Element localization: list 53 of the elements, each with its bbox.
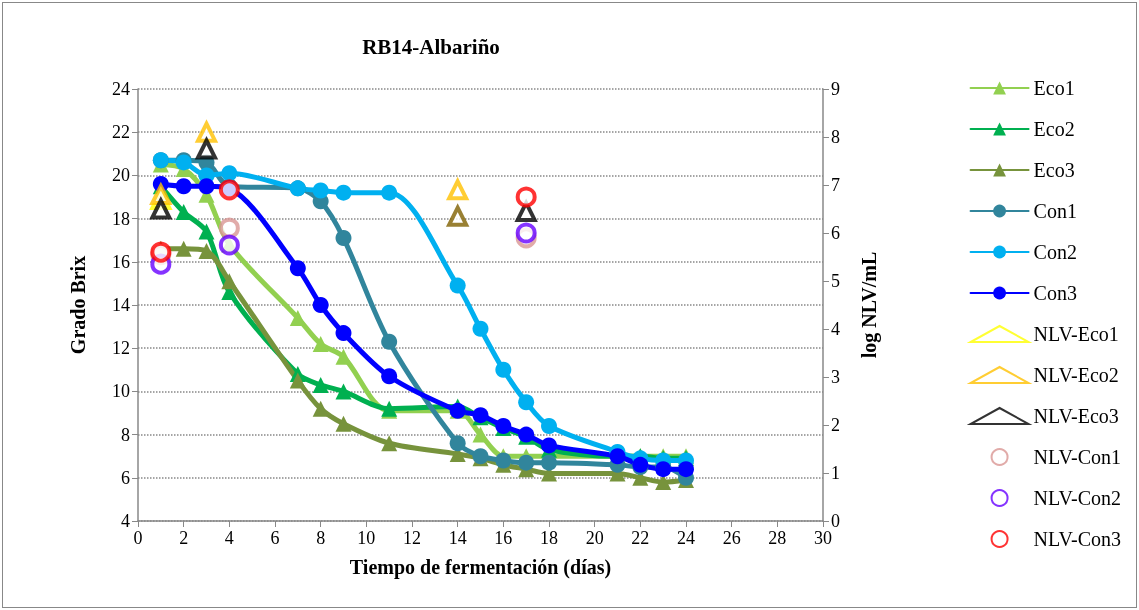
y-tick-label: 20	[112, 165, 130, 186]
x-tick-label: 16	[494, 528, 513, 548]
y-tick-label: 8	[121, 424, 130, 445]
y-tick-label: 16	[112, 251, 130, 272]
y2-tick-label: 7	[831, 175, 840, 195]
legend-label: NLV-Con1	[1033, 446, 1122, 468]
x-tick-label: 6	[270, 528, 280, 548]
y-tick-label: 22	[112, 122, 130, 143]
legend-label: NLV-Eco3	[1033, 405, 1119, 427]
y2-tick-label: 2	[831, 415, 840, 435]
legend-label: Con1	[1033, 200, 1077, 222]
legend-label: NLV-Con3	[1033, 528, 1122, 550]
y2-axis-title: log NLV/mL	[858, 251, 881, 359]
y2-tick-label: 0	[831, 511, 840, 531]
legend-label: Eco2	[1033, 118, 1075, 140]
y-tick-label: 24	[112, 79, 130, 99]
x-tick-label: 22	[631, 528, 650, 548]
legend-label: Eco3	[1033, 159, 1075, 181]
x-tick-label: 12	[403, 528, 421, 548]
x-tick-label: 10	[357, 528, 376, 548]
legend-label: NLV-Eco1	[1033, 323, 1119, 345]
legend-label: Con3	[1033, 282, 1077, 304]
y2-tick-label: 6	[831, 223, 840, 243]
y-tick-label: 10	[112, 381, 130, 402]
y2-tick-label: 4	[831, 319, 840, 339]
x-tick-label: 20	[585, 528, 604, 548]
y-tick-label: 12	[112, 338, 130, 359]
x-axis-title: Tiempo de fermentación (días)	[349, 556, 612, 579]
x-tick-label: 4	[224, 528, 234, 548]
legend-label: Con2	[1033, 241, 1077, 263]
y2-tick-label: 1	[831, 463, 840, 483]
x-tick-label: 0	[133, 528, 143, 548]
x-tick-label: 28	[768, 528, 787, 548]
y2-tick-label: 5	[831, 271, 840, 291]
x-tick-label: 26	[722, 528, 741, 548]
legend-label: NLV-Con2	[1033, 487, 1122, 509]
legend-label: Eco1	[1033, 77, 1075, 99]
x-tick-label: 14	[448, 528, 467, 548]
x-tick-label: 18	[540, 528, 558, 548]
y-axis-title: Grado Brix	[67, 255, 89, 355]
y-tick-label: 14	[112, 295, 130, 315]
x-tick-label: 24	[677, 528, 695, 548]
y2-tick-label: 8	[831, 127, 840, 147]
y-tick-label: 18	[112, 208, 130, 229]
legend-label: NLV-Eco2	[1033, 364, 1119, 386]
y2-tick-label: 3	[831, 367, 840, 387]
x-tick-label: 8	[316, 528, 326, 548]
x-tick-label: 30	[814, 528, 832, 548]
y2-tick-label: 9	[831, 79, 840, 99]
y-tick-label: 4	[121, 511, 130, 531]
chart-title: RB14-Albariño	[362, 34, 500, 59]
x-tick-label: 2	[179, 528, 189, 548]
y-tick-label: 6	[121, 467, 130, 488]
